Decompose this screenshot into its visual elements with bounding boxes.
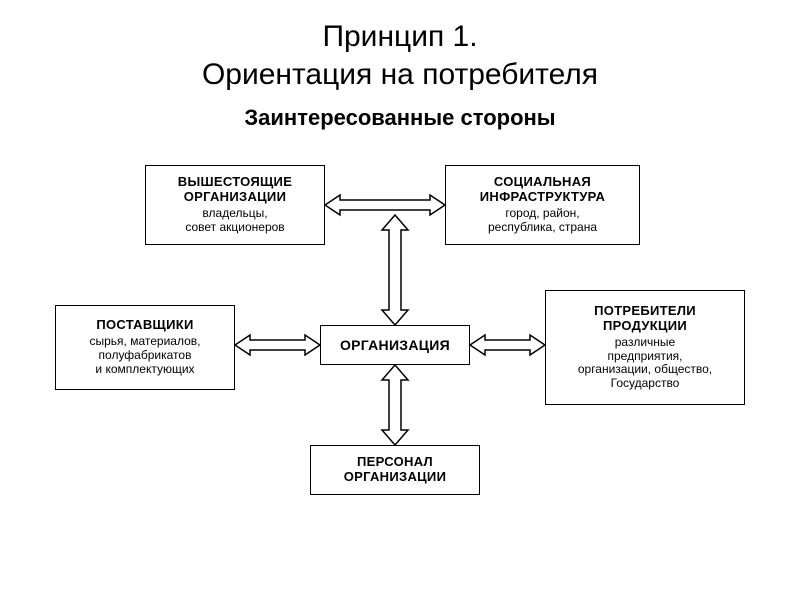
stakeholders-diagram: ВЫШЕСТОЯЩИЕ ОРГАНИЗАЦИИ владельцы, совет… [0,155,800,585]
title-line-2: Ориентация на потребителя [202,58,598,91]
arrow-center-right [470,335,545,355]
arrow-top-lr [325,195,445,215]
node-higher-orgs: ВЫШЕСТОЯЩИЕ ОРГАНИЗАЦИИ владельцы, совет… [145,165,325,245]
arrow-top-center [382,215,408,325]
page-subtitle: Заинтересованные стороны [0,93,800,131]
node-social-infra: СОЦИАЛЬНАЯ ИНФРАСТРУКТУРА город, район, … [445,165,640,245]
node-title: СОЦИАЛЬНАЯ ИНФРАСТРУКТУРА [480,175,605,205]
node-sub: город, район, республика, страна [488,207,597,235]
arrow-center-bottom [382,365,408,445]
node-title: ПЕРСОНАЛ ОРГАНИЗАЦИИ [344,455,446,485]
title-line-1: Принцип 1. [322,20,477,53]
node-title: ВЫШЕСТОЯЩИЕ ОРГАНИЗАЦИИ [178,175,292,205]
node-sub: различные предприятия, организации, обще… [578,336,712,391]
node-personnel: ПЕРСОНАЛ ОРГАНИЗАЦИИ [310,445,480,495]
node-title: ОРГАНИЗАЦИЯ [340,337,450,353]
node-organization: ОРГАНИЗАЦИЯ [320,325,470,365]
node-sub: сырья, материалов, полуфабрикатов и комп… [90,335,201,376]
node-title: ПОТРЕБИТЕЛИ ПРОДУКЦИИ [594,304,696,334]
node-suppliers: ПОСТАВЩИКИ сырья, материалов, полуфабрик… [55,305,235,390]
arrow-left-center [235,335,320,355]
node-sub: владельцы, совет акционеров [185,207,284,235]
node-title: ПОСТАВЩИКИ [96,318,193,333]
node-consumers: ПОТРЕБИТЕЛИ ПРОДУКЦИИ различные предприя… [545,290,745,405]
page-title: Принцип 1. Ориентация на потребителя [0,0,800,93]
